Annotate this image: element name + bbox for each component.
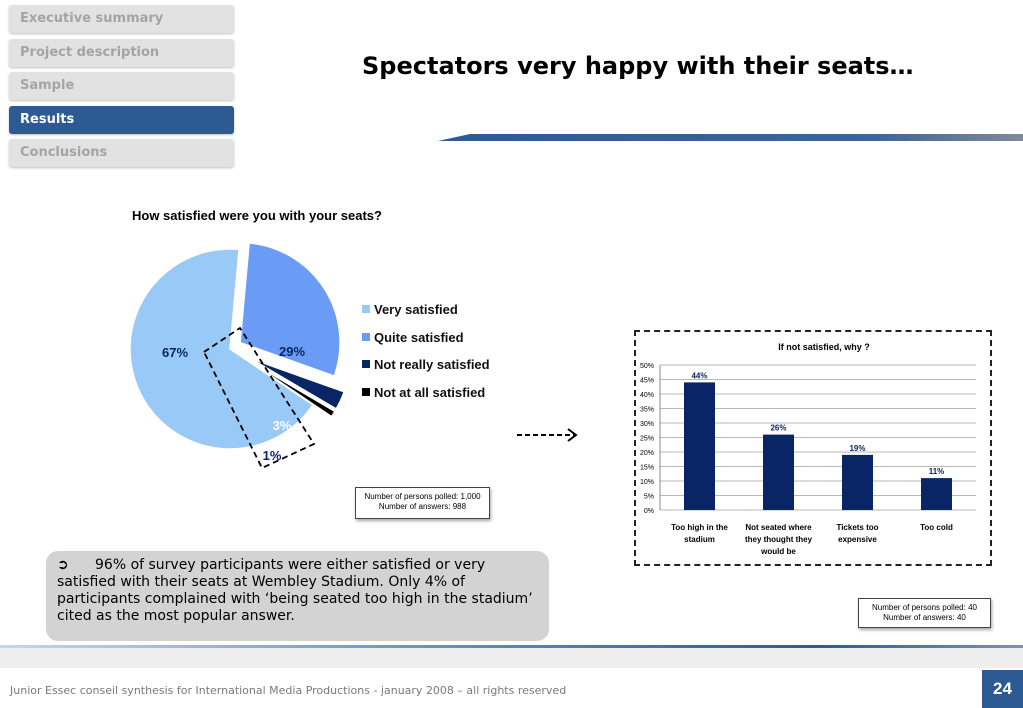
legend-label: Quite satisfied	[374, 330, 464, 345]
pie-label-very-satisfied: 67%	[162, 345, 188, 360]
legend-swatch	[362, 333, 370, 341]
pie-slice-not-at-all-satisfied	[248, 360, 336, 418]
pie-chart-title: How satisfied were you with your seats?	[132, 208, 382, 223]
nav-item-executive-summary[interactable]: Executive summary	[9, 5, 234, 33]
pie-label-quite-satisfied: 29%	[279, 344, 305, 359]
legend-item-very-satisfied: Very satisfied	[362, 302, 458, 317]
bar-y-tick-label: 0%	[644, 508, 654, 515]
nav-item-project-description[interactable]: Project description	[9, 39, 234, 67]
legend-swatch	[362, 388, 370, 396]
bar-1	[684, 382, 715, 510]
bar-category-label: Too high in the stadium	[671, 523, 728, 544]
bar-2	[763, 434, 794, 510]
nav-item-conclusions[interactable]: Conclusions	[9, 139, 234, 167]
pie-note-answers: Number of answers: 988	[378, 502, 467, 511]
bar-note-box: Number of persons polled: 40 Number of a…	[858, 598, 991, 628]
page-number: 24	[982, 670, 1023, 708]
legend-swatch	[362, 360, 370, 368]
bar-y-tick-label: 50%	[640, 363, 654, 370]
legend-item-not-really-satisfied: Not really satisfied	[362, 357, 490, 372]
bar-chart-title: If not satisfied, why ?	[778, 342, 870, 352]
footer-band	[0, 648, 1023, 668]
bar-y-tick-label: 40%	[640, 392, 654, 399]
legend-label: Not really satisfied	[374, 357, 490, 372]
bar-y-tick-label: 45%	[640, 378, 654, 385]
bar-category-label: Tickets too expensive	[836, 523, 878, 544]
bar-value-label: 19%	[849, 444, 865, 453]
bar-category-label: Too cold	[920, 523, 953, 532]
pie-highlight-frame	[202, 326, 316, 470]
bar-value-label: 26%	[770, 424, 786, 433]
pie-label-not-really-satisfied: 3%	[273, 418, 292, 433]
bar-chart-frame	[634, 330, 992, 566]
pie-slice-quite-satisfied	[239, 242, 341, 378]
legend-item-not-at-all-satisfied: Not at all satisfied	[362, 385, 485, 400]
bar-category-label: Not seated where they thought they would b…	[745, 523, 813, 556]
bar-y-tick-label: 15%	[640, 465, 654, 472]
bar-y-tick-label: 25%	[640, 436, 654, 443]
page-title: Spectators very happy with their seats…	[362, 52, 914, 80]
footer-text: Junior Essec conseil synthesis for Inter…	[10, 684, 567, 697]
summary-box: ➲ 96% of survey participants were either …	[46, 551, 549, 641]
bar-y-tick-label: 35%	[640, 407, 654, 414]
bar-value-label: 11%	[929, 467, 945, 476]
nav-item-results[interactable]: Results	[9, 106, 234, 134]
bar-y-tick-label: 30%	[640, 421, 654, 428]
bar-value-label: 44%	[691, 371, 707, 380]
bar-3	[842, 454, 873, 510]
footer-line	[0, 645, 1023, 648]
pie-slice-very-satisfied	[129, 248, 314, 450]
bar-y-tick-label: 5%	[644, 494, 654, 501]
pie-note-box: Number of persons polled: 1,000 Number o…	[355, 487, 490, 519]
bar-y-tick-label: 20%	[640, 450, 654, 457]
legend-label: Not at all satisfied	[374, 385, 486, 400]
legend-item-quite-satisfied: Quite satisfied	[362, 330, 464, 345]
title-underline	[438, 134, 1023, 141]
bar-4	[921, 478, 952, 510]
bar-note-persons: Number of persons polled: 40	[872, 603, 977, 612]
legend-label: Very satisfied	[374, 302, 458, 317]
legend-swatch	[362, 305, 370, 313]
bar-note-answers: Number of answers: 40	[883, 613, 966, 622]
pie-slice-not-really-satisfied	[249, 357, 346, 410]
connector-arrow-icon	[517, 428, 578, 442]
pie-note-persons: Number of persons polled: 1,000	[364, 492, 481, 501]
bullet-arrow-icon: ➲	[57, 557, 69, 573]
nav-item-sample[interactable]: Sample	[9, 72, 234, 100]
pie-label-not-at-all-satisfied: 1%	[263, 448, 282, 463]
bar-y-tick-label: 10%	[640, 479, 654, 486]
summary-text: 96% of survey participants were either s…	[57, 557, 533, 624]
